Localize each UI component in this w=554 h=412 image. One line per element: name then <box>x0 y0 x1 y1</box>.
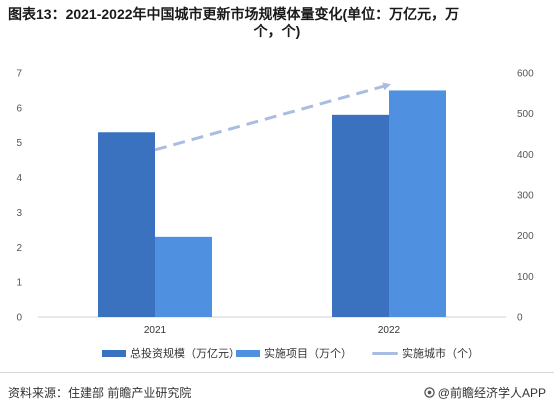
bar-series <box>98 90 446 317</box>
line-series <box>154 82 391 152</box>
left-tick-label: 4 <box>16 173 22 184</box>
left-tick-label: 3 <box>16 208 22 219</box>
right-axis: 0 100 200 300 400 500 600 <box>517 69 534 324</box>
bar-investment-2022 <box>332 114 389 317</box>
right-tick-label: 400 <box>517 150 534 161</box>
bar-projects-2022 <box>389 90 446 317</box>
source-note: 资料来源：住建部 前瞻产业研究院 <box>8 386 192 400</box>
x-tick-label: 2021 <box>144 325 167 336</box>
right-tick-label: 300 <box>517 191 534 202</box>
left-tick-label: 5 <box>16 138 22 149</box>
legend-item-investment: 总投资规模（万亿元） <box>102 345 240 361</box>
right-tick-label: 600 <box>517 69 534 80</box>
chart-title: 图表13：2021-2022年中国城市更新市场规模体量变化(单位：万亿元，万 个… <box>8 6 546 40</box>
left-axis: 0 1 2 3 4 5 6 7 <box>16 69 22 324</box>
brand-logo-icon <box>424 387 435 398</box>
left-tick-label: 6 <box>16 103 22 114</box>
brand-credit-text: @前瞻经济学人APP <box>437 386 546 400</box>
legend-item-cities: 实施城市（个） <box>372 345 479 361</box>
brand-credit: @前瞻经济学人APP <box>424 384 546 401</box>
right-tick-label: 100 <box>517 272 534 283</box>
legend-label-cities: 实施城市（个） <box>402 348 479 360</box>
legend-swatch-cities <box>372 351 398 355</box>
right-tick-label: 500 <box>517 109 534 120</box>
legend-swatch-investment <box>102 349 126 357</box>
left-tick-label: 2 <box>16 243 22 254</box>
legend-item-projects: 实施项目（万个） <box>236 345 352 361</box>
bar-investment-2021 <box>98 132 155 317</box>
footer-divider <box>0 372 554 373</box>
legend: 总投资规模（万亿元） 实施项目（万个） 实施城市（个） <box>0 345 554 363</box>
left-tick-label: 0 <box>16 313 22 324</box>
chart-canvas: 0 1 2 3 4 5 6 7 0 100 200 300 400 500 600 2021 2022 <box>16 69 534 337</box>
legend-swatch-projects <box>236 349 260 357</box>
chart-title-line1: 图表13：2021-2022年中国城市更新市场规模体量变化(单位：万亿元，万 <box>8 6 460 22</box>
bar-projects-2021 <box>155 236 212 317</box>
right-tick-label: 0 <box>517 313 523 324</box>
left-tick-label: 7 <box>16 69 22 80</box>
chart-title-line2: 个，个) <box>253 23 301 39</box>
x-axis: 2021 2022 <box>144 325 401 336</box>
right-tick-label: 200 <box>517 231 534 242</box>
x-tick-label: 2022 <box>378 325 401 336</box>
legend-label-investment: 总投资规模（万亿元） <box>130 348 240 360</box>
line-cities <box>154 82 391 152</box>
left-tick-label: 1 <box>16 278 22 289</box>
legend-label-projects: 实施项目（万个） <box>264 348 352 360</box>
